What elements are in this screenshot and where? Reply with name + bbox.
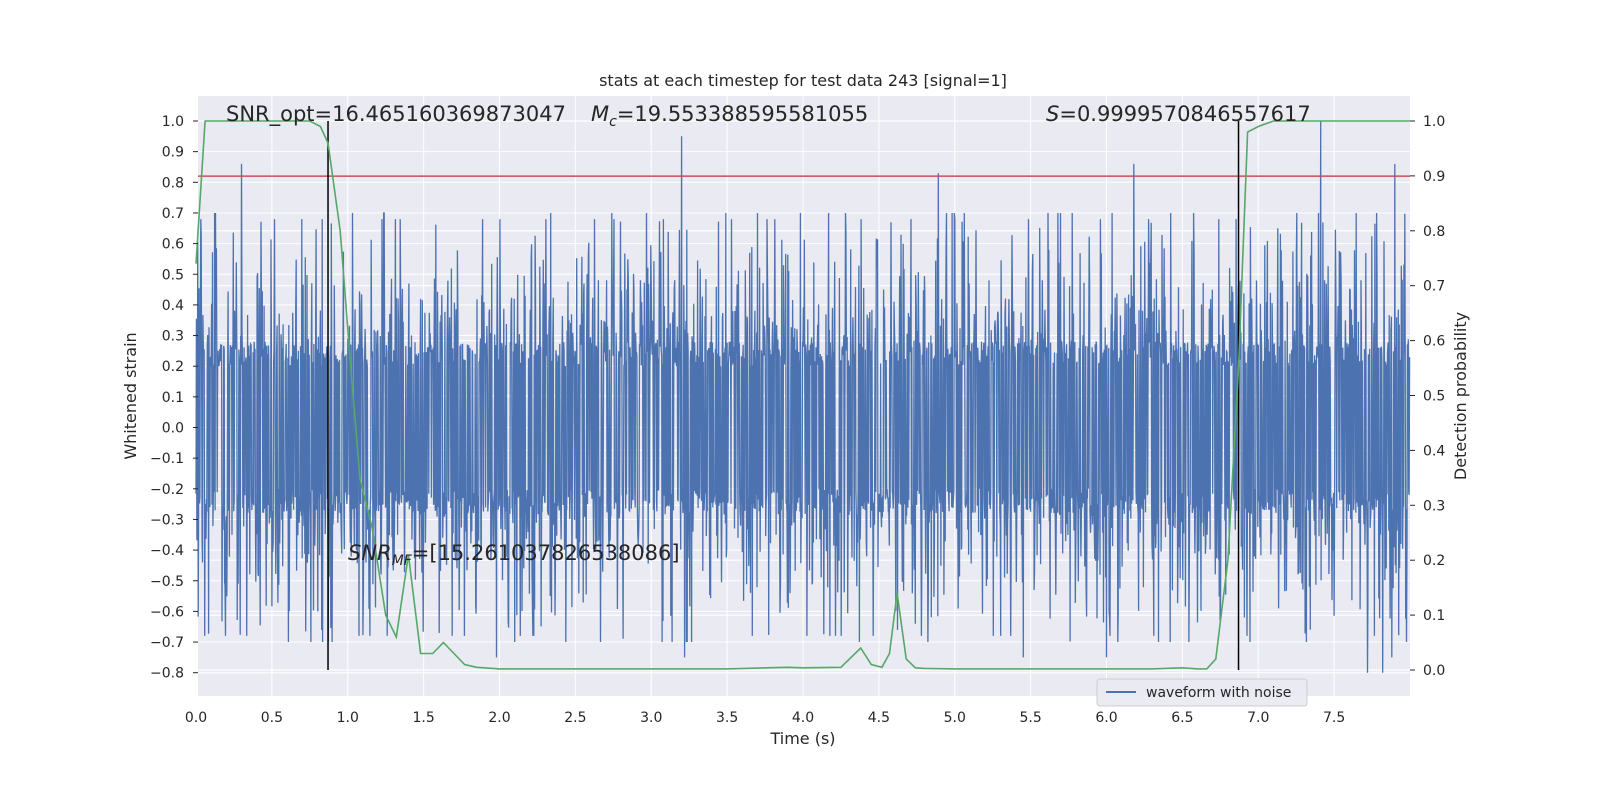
- y-tick-label-1: 0.9: [162, 145, 184, 161]
- s-value: =0.9999570846557617: [1059, 102, 1310, 126]
- y2-tick-label-7: 0.3: [1423, 498, 1445, 514]
- mc-symbol: M: [591, 102, 609, 126]
- snr-mf-value: =[15.261037826538086]: [412, 541, 680, 565]
- y-tick-label-15: −0.5: [150, 574, 184, 590]
- snr-mf-subscript: MF: [392, 553, 413, 569]
- y-tick-label-11: −0.1: [150, 451, 184, 467]
- y2-tick-label-10: 0.0: [1423, 663, 1445, 679]
- y2-tick-label-0: 1.0: [1423, 114, 1445, 130]
- probability-series: [195, 120, 1410, 670]
- y2-axis-label: Detection probability: [1451, 312, 1470, 480]
- x-tick-label-1: 0.5: [261, 710, 283, 726]
- waveform-series: [195, 120, 1411, 673]
- y-tick-label-2: 0.8: [162, 175, 184, 191]
- x-tick-label-3: 1.5: [412, 710, 434, 726]
- y2-axis-ticks: 1.0 0.9 0.8 0.7 0.6 0.5 0.4 0.3 0.2 0.1 0.0: [1410, 114, 1445, 679]
- y-tick-label-12: −0.2: [150, 482, 184, 498]
- x-axis-ticks: 0.0 0.5 1.0 1.5 2.0 2.5 3.0 3.5 4.0 4.5 5.0 5.5 6.0 6…: [185, 710, 1345, 726]
- y2-tick-label-4: 0.6: [1423, 334, 1445, 350]
- x-tick-label-6: 3.0: [640, 710, 662, 726]
- y-tick-label-18: −0.8: [150, 666, 184, 682]
- y-tick-label-13: −0.3: [150, 512, 184, 528]
- y-tick-label-10: 0.0: [162, 421, 184, 437]
- y-tick-label-16: −0.6: [150, 604, 184, 620]
- y-tick-label-0: 1.0: [162, 114, 184, 130]
- x-tick-label-8: 4.0: [792, 710, 814, 726]
- y-tick-label-14: −0.4: [150, 543, 184, 559]
- x-tick-label-9: 4.5: [868, 710, 890, 726]
- snr-mf-annotation: SNRMF=[15.261037826538086]: [348, 541, 680, 569]
- x-tick-label-7: 3.5: [716, 710, 738, 726]
- y-axis-label: Whitened strain: [121, 332, 140, 459]
- y2-tick-label-9: 0.1: [1423, 608, 1445, 624]
- mc-annotation: Mc=19.553388595581055: [591, 102, 868, 130]
- waveform-line: [195, 120, 1411, 673]
- y2-tick-label-1: 0.9: [1423, 169, 1445, 185]
- y-tick-label-5: 0.5: [162, 267, 184, 283]
- x-tick-label-2: 1.0: [337, 710, 359, 726]
- y-tick-label-4: 0.6: [162, 237, 184, 253]
- vertical-markers: [327, 121, 1240, 670]
- chart-title: stats at each timestep for test data 243…: [599, 71, 1007, 90]
- mc-value: =19.553388595581055: [617, 102, 868, 126]
- y-axis-ticks: 1.0 0.9 0.8 0.7 0.6 0.5 0.4 0.3 0.2 0.1 0.0 −0.1 −0.…: [150, 114, 198, 682]
- y-tick-label-8: 0.2: [162, 359, 184, 375]
- x-tick-label-11: 5.5: [1019, 710, 1041, 726]
- legend: waveform with noise: [1096, 678, 1308, 707]
- y-tick-label-3: 0.7: [162, 206, 184, 222]
- x-axis-label: Time (s): [769, 729, 835, 748]
- y-tick-label-9: 0.1: [162, 390, 184, 406]
- y2-tick-label-6: 0.4: [1423, 443, 1445, 459]
- y2-tick-label-8: 0.2: [1423, 553, 1445, 569]
- snr-mf-symbol: SNR: [348, 541, 392, 565]
- x-tick-label-14: 7.0: [1247, 710, 1269, 726]
- x-tick-label-12: 6.0: [1095, 710, 1117, 726]
- x-tick-label-15: 7.5: [1323, 710, 1345, 726]
- s-symbol: S: [1046, 102, 1059, 126]
- y-tick-label-17: −0.7: [150, 635, 184, 651]
- probability-line: [195, 120, 1410, 670]
- y2-tick-label-2: 0.8: [1423, 224, 1445, 240]
- y2-tick-label-5: 0.5: [1423, 389, 1445, 405]
- x-tick-label-5: 2.5: [564, 710, 586, 726]
- x-tick-label-0: 0.0: [185, 710, 207, 726]
- y-tick-label-6: 0.4: [162, 298, 184, 314]
- legend-box: [1096, 678, 1308, 707]
- y-tick-label-7: 0.3: [162, 329, 184, 345]
- x-tick-label-13: 6.5: [1171, 710, 1193, 726]
- s-annotation: S=0.9999570846557617: [1046, 102, 1311, 126]
- snr-opt-annotation: SNR_opt=16.465160369873047: [226, 102, 566, 127]
- x-tick-label-4: 2.0: [488, 710, 510, 726]
- mc-subscript: c: [609, 114, 617, 130]
- legend-label: waveform with noise: [1146, 685, 1291, 701]
- y2-tick-label-3: 0.7: [1423, 279, 1445, 295]
- x-tick-label-10: 5.0: [944, 710, 966, 726]
